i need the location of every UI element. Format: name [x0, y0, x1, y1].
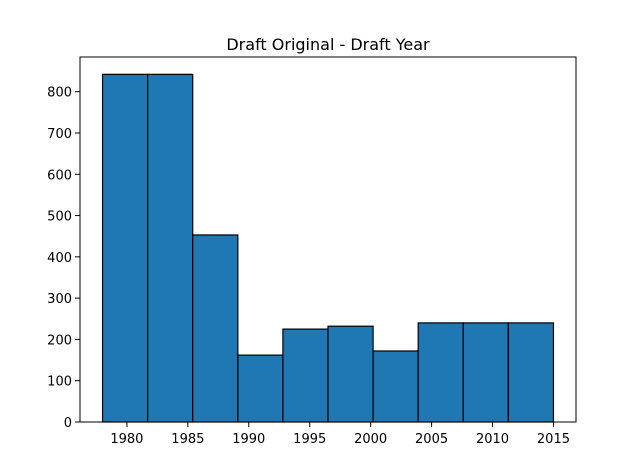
histogram-bar [101, 73, 149, 423]
histogram-bar [372, 350, 419, 423]
bars-group [101, 73, 555, 423]
x-tick-label: 2005 [415, 432, 448, 447]
y-tick-label: 100 [47, 375, 72, 390]
y-tick-label: 600 [47, 168, 72, 183]
x-tick-label: 1990 [232, 432, 265, 447]
plot-frame [79, 56, 577, 423]
y-axis: 0 100 200 300 400 500 600 700 800 [47, 86, 80, 431]
y-tick-label: 500 [47, 210, 72, 225]
x-tick-label: 1985 [171, 432, 204, 447]
x-tick-label: 1980 [110, 432, 143, 447]
x-axis: 1980 1985 1990 1995 2000 2005 2010 2015 [110, 422, 570, 447]
y-tick-label: 200 [47, 333, 72, 348]
y-tick-label: 700 [47, 127, 72, 142]
x-tick-label: 2015 [537, 432, 570, 447]
y-tick-label: 0 [64, 416, 72, 431]
histogram-bar [462, 322, 509, 423]
x-tick-label: 1995 [293, 432, 326, 447]
histogram-bar [282, 328, 329, 423]
histogram-bar [192, 234, 239, 423]
histogram-bar [327, 325, 374, 423]
x-tick-label: 2000 [354, 432, 387, 447]
y-tick-label: 300 [47, 292, 72, 307]
y-tick-label: 400 [47, 251, 72, 266]
histogram-bar [237, 354, 284, 423]
histogram-bar [417, 322, 464, 423]
y-tick-label: 800 [47, 86, 72, 101]
x-tick-label: 2010 [476, 432, 509, 447]
chart-title: Draft Original - Draft Year [226, 35, 430, 54]
histogram-bar [507, 322, 555, 423]
histogram-bar [147, 73, 194, 423]
